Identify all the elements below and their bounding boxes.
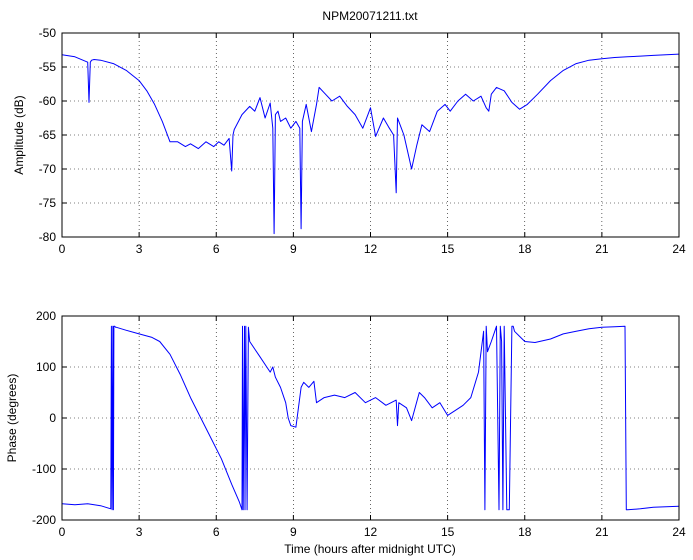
phase-x-tick-label: 24 <box>672 525 686 539</box>
amplitude-x-tick-label: 21 <box>595 242 609 256</box>
amplitude-x-tick-label: 0 <box>59 242 66 256</box>
phase-y-axis-label: Phase (degrees) <box>5 374 19 463</box>
phase-y-tick-label: 100 <box>36 360 56 374</box>
amplitude-y-axis-label: Amplitude (dB) <box>12 95 26 174</box>
amplitude-ticks: 0 3 6 9 12 15 18 21 24 -80 -75 -70 -65 -60 -55 -50 <box>39 26 686 256</box>
phase-ticks: 0 3 6 9 12 15 18 21 24 -200 -100 0 100 200 <box>32 309 686 539</box>
amplitude-x-tick-label: 24 <box>672 242 686 256</box>
amplitude-y-tick-label: -60 <box>39 94 57 108</box>
amplitude-grid <box>62 33 679 237</box>
phase-x-tick-label: 12 <box>364 525 378 539</box>
phase-y-tick-label: 200 <box>36 309 56 323</box>
amplitude-x-tick-label: 9 <box>290 242 297 256</box>
phase-series <box>61 325 680 511</box>
amplitude-y-tick-label: -55 <box>39 60 57 74</box>
amplitude-y-tick-label: -70 <box>39 162 57 176</box>
phase-x-axis-label: Time (hours after midnight UTC) <box>284 542 456 556</box>
amplitude-x-tick-label: 12 <box>364 242 378 256</box>
phase-y-tick-label: 0 <box>49 411 56 425</box>
amplitude-y-tick-label: -80 <box>39 230 57 244</box>
amplitude-series <box>61 53 680 235</box>
amplitude-x-tick-label: 15 <box>441 242 455 256</box>
phase-x-tick-label: 15 <box>441 525 455 539</box>
phase-x-tick-label: 3 <box>136 525 143 539</box>
amplitude-x-tick-label: 3 <box>136 242 143 256</box>
phase-panel: 0 3 6 9 12 15 18 21 24 -200 -100 0 100 200 Time (hour… <box>5 309 686 556</box>
phase-y-tick-label: -200 <box>32 513 56 527</box>
phase-series-line <box>61 325 680 511</box>
phase-x-tick-label: 6 <box>213 525 220 539</box>
phase-grid <box>62 316 679 520</box>
phase-y-tick-label: -100 <box>32 462 56 476</box>
phase-x-tick-label: 21 <box>595 525 609 539</box>
phase-x-tick-label: 0 <box>59 525 66 539</box>
amplitude-panel: 0 3 6 9 12 15 18 21 24 -80 -75 -70 -65 -60 -55 -50 NPM2… <box>12 9 686 256</box>
amplitude-y-tick-label: -65 <box>39 128 57 142</box>
amplitude-x-tick-label: 18 <box>518 242 532 256</box>
amplitude-y-tick-label: -50 <box>39 26 57 40</box>
amplitude-y-tick-label: -75 <box>39 196 57 210</box>
phase-x-tick-label: 18 <box>518 525 532 539</box>
phase-x-tick-label: 9 <box>290 525 297 539</box>
amplitude-series-line <box>61 53 680 235</box>
amplitude-x-tick-label: 6 <box>213 242 220 256</box>
amplitude-title: NPM20071211.txt <box>322 9 418 23</box>
